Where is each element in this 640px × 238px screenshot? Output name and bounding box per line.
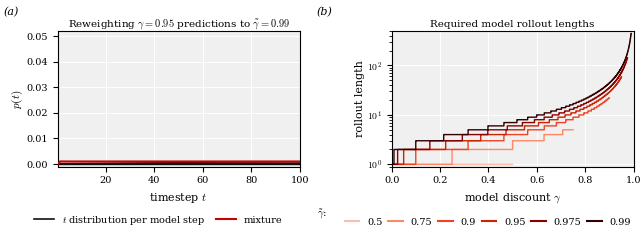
0.9 xyxy=(605,97,612,99)
0.5 xyxy=(412,163,420,166)
0.9 xyxy=(455,148,463,151)
Legend: 0.5, 0.75, 0.9, 0.95, 0.975, 0.99: 0.5, 0.75, 0.9, 0.95, 0.975, 0.99 xyxy=(341,214,635,231)
0.9 xyxy=(471,139,479,142)
0.975 xyxy=(623,56,631,59)
0.975 xyxy=(495,128,502,131)
0.75 xyxy=(400,163,408,166)
0.9 xyxy=(388,163,396,166)
X-axis label: model discount $\gamma$: model discount $\gamma$ xyxy=(464,191,561,205)
0.975 xyxy=(607,85,614,88)
Text: (a): (a) xyxy=(3,7,19,17)
Text: (b): (b) xyxy=(317,7,333,17)
0.75 xyxy=(569,128,577,131)
0.99 xyxy=(506,121,514,124)
0.75 xyxy=(395,163,403,166)
Y-axis label: rollout length: rollout length xyxy=(355,60,365,137)
Y-axis label: $p(t)$: $p(t)$ xyxy=(10,89,25,109)
0.75 xyxy=(488,148,496,151)
0.95 xyxy=(420,148,428,151)
0.975 xyxy=(444,139,452,142)
0.9 xyxy=(478,139,486,142)
0.99 xyxy=(500,124,508,127)
Line: 0.99: 0.99 xyxy=(392,34,631,164)
0.95 xyxy=(598,97,606,99)
0.95 xyxy=(582,106,589,109)
0.95 xyxy=(399,163,407,166)
0.5 xyxy=(388,163,396,166)
0.99 xyxy=(410,148,418,151)
Line: 0.95: 0.95 xyxy=(392,77,621,164)
0.5 xyxy=(404,163,412,166)
0.95 xyxy=(388,163,396,166)
0.975 xyxy=(451,139,459,142)
0.99 xyxy=(487,124,495,127)
0.99 xyxy=(438,139,446,142)
X-axis label: timestep $t$: timestep $t$ xyxy=(150,191,208,205)
0.95 xyxy=(401,148,408,151)
0.9 xyxy=(530,128,538,131)
Line: 0.975: 0.975 xyxy=(392,58,627,164)
0.5 xyxy=(406,163,413,166)
Text: $\tilde{\gamma}$:: $\tilde{\gamma}$: xyxy=(317,207,326,221)
0.975 xyxy=(428,139,435,142)
0.75 xyxy=(511,139,519,142)
0.99 xyxy=(547,111,554,114)
Title: Reweighting $\gamma = 0.95$ predictions to $\tilde{\gamma} = 0.99$: Reweighting $\gamma = 0.95$ predictions … xyxy=(68,17,290,31)
0.5 xyxy=(425,163,433,166)
0.99 xyxy=(627,32,635,35)
Line: 0.9: 0.9 xyxy=(392,98,609,164)
0.9 xyxy=(417,148,424,151)
0.95 xyxy=(618,75,625,78)
0.75 xyxy=(388,163,396,166)
0.75 xyxy=(471,148,479,151)
0.5 xyxy=(509,163,516,166)
0.975 xyxy=(388,163,396,166)
Title: Required model rollout lengths: Required model rollout lengths xyxy=(431,20,595,29)
0.75 xyxy=(479,148,487,151)
0.9 xyxy=(605,97,613,99)
0.5 xyxy=(461,163,468,166)
0.5 xyxy=(412,163,420,166)
0.9 xyxy=(459,148,467,151)
0.99 xyxy=(388,163,396,166)
Line: 0.75: 0.75 xyxy=(392,130,573,164)
0.95 xyxy=(465,139,473,142)
0.975 xyxy=(480,133,488,136)
Legend: $t$ distribution per model step, mixture: $t$ distribution per model step, mixture xyxy=(31,210,286,231)
0.75 xyxy=(559,128,566,131)
